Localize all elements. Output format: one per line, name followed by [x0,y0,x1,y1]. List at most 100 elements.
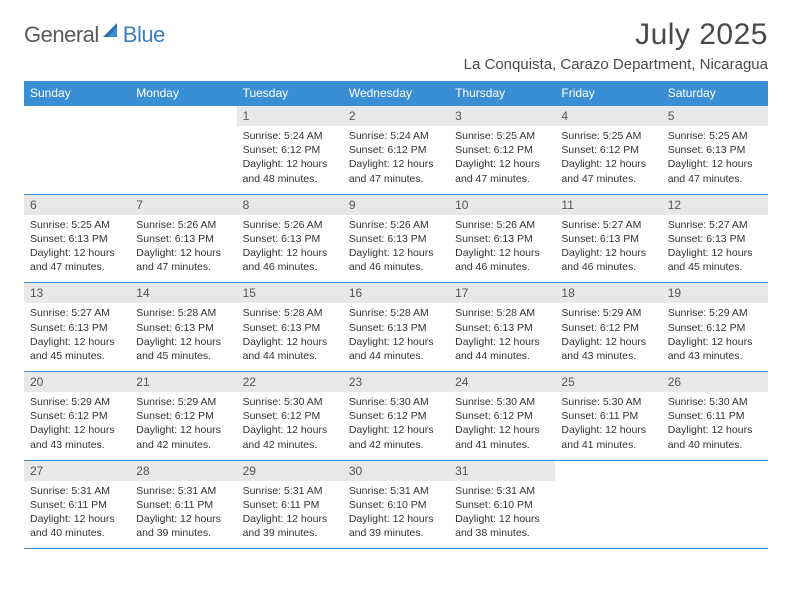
calendar-table: Sunday Monday Tuesday Wednesday Thursday… [24,81,768,549]
day-info: Sunrise: 5:30 AMSunset: 6:12 PMDaylight:… [343,392,449,460]
calendar-day-cell [130,106,236,195]
calendar-day-cell: 24Sunrise: 5:30 AMSunset: 6:12 PMDayligh… [449,372,555,461]
calendar-day-cell: 31Sunrise: 5:31 AMSunset: 6:10 PMDayligh… [449,460,555,549]
day-number: 4 [555,106,661,126]
day-info: Sunrise: 5:26 AMSunset: 6:13 PMDaylight:… [130,215,236,283]
day-info: Sunrise: 5:31 AMSunset: 6:10 PMDaylight:… [343,481,449,549]
day-number: 13 [24,283,130,303]
day-info: Sunrise: 5:28 AMSunset: 6:13 PMDaylight:… [237,303,343,371]
calendar-day-cell: 25Sunrise: 5:30 AMSunset: 6:11 PMDayligh… [555,372,661,461]
calendar-day-cell: 13Sunrise: 5:27 AMSunset: 6:13 PMDayligh… [24,283,130,372]
month-title: July 2025 [464,18,768,52]
day-info: Sunrise: 5:30 AMSunset: 6:12 PMDaylight:… [237,392,343,460]
calendar-day-cell: 28Sunrise: 5:31 AMSunset: 6:11 PMDayligh… [130,460,236,549]
day-info: Sunrise: 5:26 AMSunset: 6:13 PMDaylight:… [343,215,449,283]
calendar-day-cell: 5Sunrise: 5:25 AMSunset: 6:13 PMDaylight… [662,106,768,195]
day-number: 16 [343,283,449,303]
calendar-week-row: 1Sunrise: 5:24 AMSunset: 6:12 PMDaylight… [24,106,768,195]
calendar-week-row: 20Sunrise: 5:29 AMSunset: 6:12 PMDayligh… [24,372,768,461]
day-info: Sunrise: 5:31 AMSunset: 6:11 PMDaylight:… [237,481,343,549]
calendar-day-cell: 10Sunrise: 5:26 AMSunset: 6:13 PMDayligh… [449,194,555,283]
weekday-header: Monday [130,81,236,106]
day-number: 6 [24,195,130,215]
calendar-day-cell: 2Sunrise: 5:24 AMSunset: 6:12 PMDaylight… [343,106,449,195]
calendar-day-cell: 17Sunrise: 5:28 AMSunset: 6:13 PMDayligh… [449,283,555,372]
calendar-day-cell: 26Sunrise: 5:30 AMSunset: 6:11 PMDayligh… [662,372,768,461]
day-number: 31 [449,461,555,481]
day-number-empty [662,461,768,481]
calendar-day-cell [24,106,130,195]
day-info: Sunrise: 5:24 AMSunset: 6:12 PMDaylight:… [343,126,449,194]
day-info: Sunrise: 5:25 AMSunset: 6:12 PMDaylight:… [449,126,555,194]
day-number: 8 [237,195,343,215]
day-number: 10 [449,195,555,215]
calendar-body: 1Sunrise: 5:24 AMSunset: 6:12 PMDaylight… [24,106,768,549]
day-number: 5 [662,106,768,126]
day-info: Sunrise: 5:31 AMSunset: 6:11 PMDaylight:… [24,481,130,549]
day-info: Sunrise: 5:27 AMSunset: 6:13 PMDaylight:… [24,303,130,371]
day-number: 18 [555,283,661,303]
calendar-day-cell: 15Sunrise: 5:28 AMSunset: 6:13 PMDayligh… [237,283,343,372]
calendar-week-row: 27Sunrise: 5:31 AMSunset: 6:11 PMDayligh… [24,460,768,549]
day-info: Sunrise: 5:29 AMSunset: 6:12 PMDaylight:… [555,303,661,371]
day-info: Sunrise: 5:25 AMSunset: 6:13 PMDaylight:… [662,126,768,194]
day-info: Sunrise: 5:26 AMSunset: 6:13 PMDaylight:… [237,215,343,283]
logo-sail-icon [103,23,121,42]
calendar-day-cell: 23Sunrise: 5:30 AMSunset: 6:12 PMDayligh… [343,372,449,461]
day-number: 21 [130,372,236,392]
calendar-day-cell [662,460,768,549]
day-number: 25 [555,372,661,392]
day-info: Sunrise: 5:27 AMSunset: 6:13 PMDaylight:… [662,215,768,283]
day-info: Sunrise: 5:30 AMSunset: 6:11 PMDaylight:… [555,392,661,460]
day-info: Sunrise: 5:28 AMSunset: 6:13 PMDaylight:… [130,303,236,371]
day-number: 26 [662,372,768,392]
weekday-header: Sunday [24,81,130,106]
day-info: Sunrise: 5:31 AMSunset: 6:11 PMDaylight:… [130,481,236,549]
day-number: 15 [237,283,343,303]
day-info: Sunrise: 5:24 AMSunset: 6:12 PMDaylight:… [237,126,343,194]
title-block: July 2025 La Conquista, Carazo Departmen… [464,18,768,73]
calendar-day-cell: 20Sunrise: 5:29 AMSunset: 6:12 PMDayligh… [24,372,130,461]
day-number: 22 [237,372,343,392]
calendar-day-cell: 30Sunrise: 5:31 AMSunset: 6:10 PMDayligh… [343,460,449,549]
day-info: Sunrise: 5:29 AMSunset: 6:12 PMDaylight:… [662,303,768,371]
weekday-header: Friday [555,81,661,106]
calendar-day-cell: 29Sunrise: 5:31 AMSunset: 6:11 PMDayligh… [237,460,343,549]
calendar-day-cell: 8Sunrise: 5:26 AMSunset: 6:13 PMDaylight… [237,194,343,283]
calendar-day-cell: 6Sunrise: 5:25 AMSunset: 6:13 PMDaylight… [24,194,130,283]
day-number: 2 [343,106,449,126]
day-info: Sunrise: 5:31 AMSunset: 6:10 PMDaylight:… [449,481,555,549]
location-subtitle: La Conquista, Carazo Department, Nicarag… [464,56,768,73]
logo-text-blue: Blue [123,22,165,48]
day-number: 19 [662,283,768,303]
calendar-day-cell: 16Sunrise: 5:28 AMSunset: 6:13 PMDayligh… [343,283,449,372]
day-number: 20 [24,372,130,392]
weekday-header: Thursday [449,81,555,106]
day-info: Sunrise: 5:25 AMSunset: 6:12 PMDaylight:… [555,126,661,194]
logo-text-general: General [24,22,99,48]
day-number: 1 [237,106,343,126]
calendar-day-cell: 18Sunrise: 5:29 AMSunset: 6:12 PMDayligh… [555,283,661,372]
calendar-page: General Blue July 2025 La Conquista, Car… [0,0,792,567]
calendar-week-row: 13Sunrise: 5:27 AMSunset: 6:13 PMDayligh… [24,283,768,372]
day-number: 28 [130,461,236,481]
calendar-day-cell: 27Sunrise: 5:31 AMSunset: 6:11 PMDayligh… [24,460,130,549]
day-number: 30 [343,461,449,481]
day-number: 29 [237,461,343,481]
day-info: Sunrise: 5:26 AMSunset: 6:13 PMDaylight:… [449,215,555,283]
day-number: 27 [24,461,130,481]
calendar-day-cell: 1Sunrise: 5:24 AMSunset: 6:12 PMDaylight… [237,106,343,195]
calendar-day-cell: 11Sunrise: 5:27 AMSunset: 6:13 PMDayligh… [555,194,661,283]
day-number: 11 [555,195,661,215]
header: General Blue July 2025 La Conquista, Car… [24,18,768,73]
day-number: 23 [343,372,449,392]
calendar-day-cell: 4Sunrise: 5:25 AMSunset: 6:12 PMDaylight… [555,106,661,195]
day-info: Sunrise: 5:30 AMSunset: 6:11 PMDaylight:… [662,392,768,460]
calendar-header-row: Sunday Monday Tuesday Wednesday Thursday… [24,81,768,106]
day-number: 9 [343,195,449,215]
day-number: 3 [449,106,555,126]
weekday-header: Saturday [662,81,768,106]
day-info: Sunrise: 5:28 AMSunset: 6:13 PMDaylight:… [343,303,449,371]
calendar-day-cell: 3Sunrise: 5:25 AMSunset: 6:12 PMDaylight… [449,106,555,195]
day-info: Sunrise: 5:30 AMSunset: 6:12 PMDaylight:… [449,392,555,460]
